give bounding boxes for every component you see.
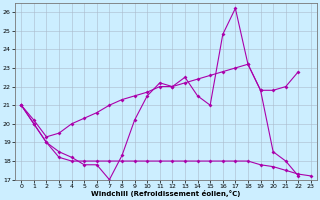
X-axis label: Windchill (Refroidissement éolien,°C): Windchill (Refroidissement éolien,°C) [92,190,241,197]
